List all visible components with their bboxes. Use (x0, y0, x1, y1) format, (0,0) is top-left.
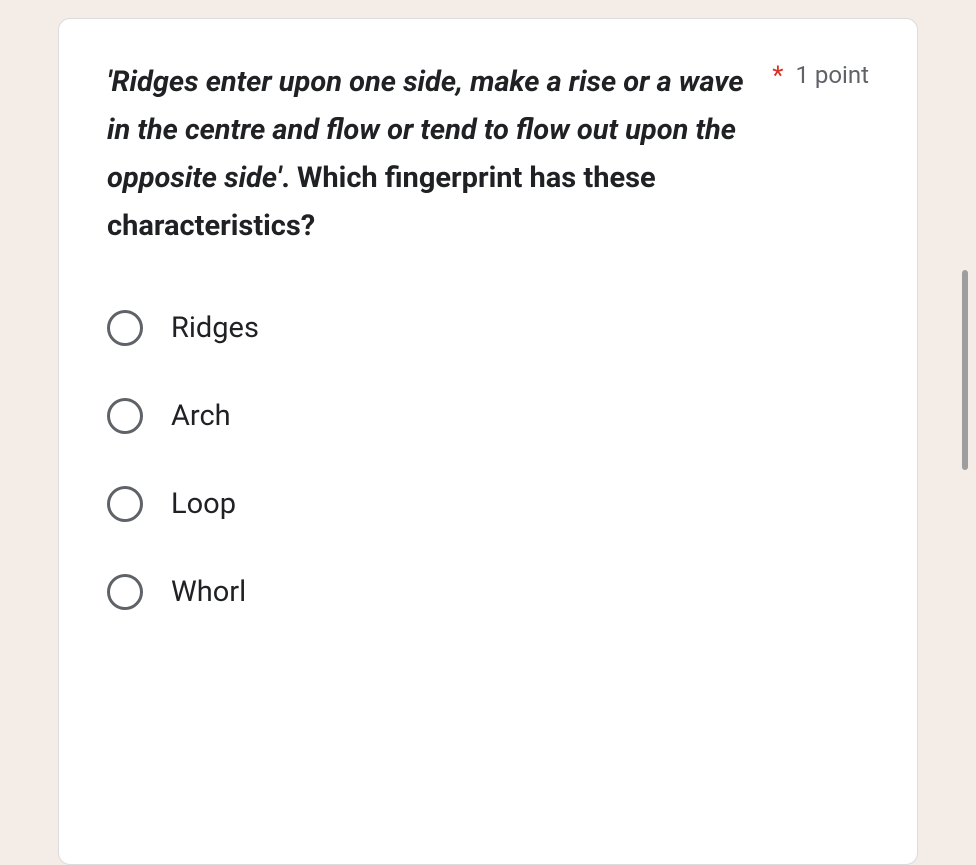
option-label: Whorl (171, 575, 246, 609)
options-group: Ridges Arch Loop Whorl (107, 310, 869, 610)
question-header: 'Ridges enter upon one side, make a rise… (107, 59, 869, 250)
required-star: * (772, 61, 783, 91)
radio-icon (107, 398, 143, 434)
option-ridges[interactable]: Ridges (107, 310, 869, 346)
question-card: 'Ridges enter upon one side, make a rise… (58, 18, 918, 865)
radio-icon (107, 310, 143, 346)
points-label: 1 point (795, 61, 869, 89)
scrollbar-thumb[interactable] (962, 270, 968, 470)
option-whorl[interactable]: Whorl (107, 574, 869, 610)
question-text: 'Ridges enter upon one side, make a rise… (107, 59, 760, 250)
radio-icon (107, 574, 143, 610)
option-label: Arch (171, 399, 231, 433)
radio-icon (107, 486, 143, 522)
option-label: Ridges (171, 311, 259, 345)
option-label: Loop (171, 487, 236, 521)
option-loop[interactable]: Loop (107, 486, 869, 522)
option-arch[interactable]: Arch (107, 398, 869, 434)
